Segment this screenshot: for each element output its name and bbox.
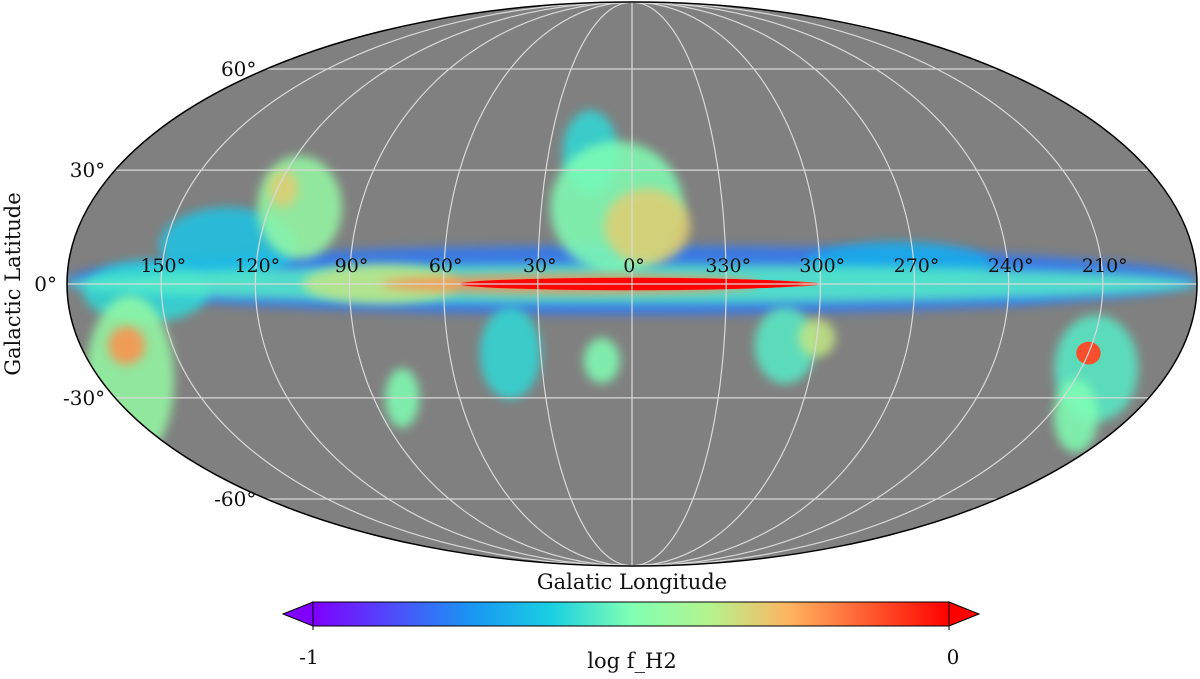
fh2-region bbox=[479, 307, 541, 400]
colorbar-min-label: -1 bbox=[299, 645, 318, 669]
longitude-tick-label: 240° bbox=[988, 255, 1034, 277]
fh2-region bbox=[583, 337, 620, 384]
longitude-tick-label: 60° bbox=[429, 255, 463, 277]
colorbar-max-label: 0 bbox=[947, 645, 960, 669]
longitude-tick-labels: 150° 120° 90° 60° 30° 0° 330° 300° 270° 240° 210° bbox=[140, 255, 1127, 277]
longitude-tick-label: 330° bbox=[705, 255, 751, 277]
latitude-tick-label: -30° bbox=[63, 386, 105, 410]
colorbar-label: log f_H2 bbox=[587, 649, 676, 673]
longitude-tick-label: 0° bbox=[623, 255, 645, 277]
longitude-tick-label: 150° bbox=[140, 255, 186, 277]
latitude-tick-label: 0° bbox=[34, 272, 57, 296]
colorbar-gradient bbox=[312, 601, 950, 627]
fh2-region bbox=[268, 170, 299, 207]
longitude-tick-label: 30° bbox=[523, 255, 557, 277]
latitude-tick-label: 60° bbox=[221, 57, 256, 81]
x-axis-title: Galatic Longitude bbox=[537, 570, 727, 594]
latitude-tick-label: -60° bbox=[214, 487, 256, 511]
latitude-tick-labels: 60° 30° 0° -30° -60° bbox=[34, 57, 256, 511]
sky-map bbox=[66, 1, 1198, 567]
fh2-region bbox=[754, 307, 816, 384]
sky-map-outline bbox=[66, 1, 1198, 567]
colorbar: -1 0 log f_H2 bbox=[281, 601, 981, 673]
longitude-tick-label: 270° bbox=[894, 255, 940, 277]
longitude-tick-label: 120° bbox=[234, 255, 280, 277]
colorbar-high-extend bbox=[948, 601, 981, 627]
fh2-region bbox=[85, 295, 175, 464]
longitude-tick-label: 210° bbox=[1082, 255, 1128, 277]
fh2-region bbox=[604, 188, 691, 264]
y-axis-title: Galactic Latitude bbox=[1, 192, 25, 375]
longitude-tick-label: 300° bbox=[799, 255, 845, 277]
colorbar-low-extend bbox=[281, 601, 314, 627]
fh2-region bbox=[108, 326, 145, 365]
longitude-tick-label: 90° bbox=[335, 255, 369, 277]
latitude-tick-label: 30° bbox=[70, 158, 105, 182]
fh2-region bbox=[1053, 379, 1099, 453]
